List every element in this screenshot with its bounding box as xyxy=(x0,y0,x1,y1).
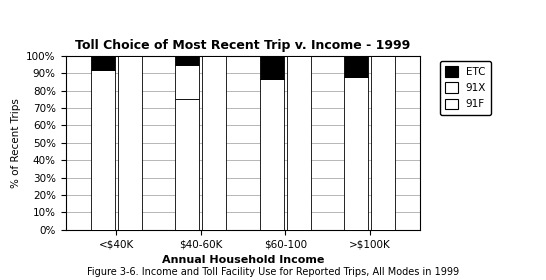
X-axis label: Annual Household Income: Annual Household Income xyxy=(162,255,324,265)
Bar xyxy=(260,56,283,79)
Bar xyxy=(287,56,311,230)
Y-axis label: % of Recent Trips: % of Recent Trips xyxy=(11,98,21,188)
Bar xyxy=(345,77,368,230)
Title: Toll Choice of Most Recent Trip v. Income - 1999: Toll Choice of Most Recent Trip v. Incom… xyxy=(75,39,411,52)
Bar xyxy=(91,56,115,70)
Bar xyxy=(118,56,141,230)
Bar xyxy=(371,56,395,230)
Bar xyxy=(175,56,199,65)
Text: Figure 3-6. Income and Toll Facility Use for Reported Trips, All Modes in 1999: Figure 3-6. Income and Toll Facility Use… xyxy=(87,267,459,277)
Bar xyxy=(345,56,368,77)
Bar xyxy=(175,65,199,99)
Legend: ETC, 91X, 91F: ETC, 91X, 91F xyxy=(440,61,491,115)
Bar xyxy=(203,56,226,230)
Bar xyxy=(260,79,283,230)
Bar xyxy=(175,99,199,230)
Bar xyxy=(91,70,115,230)
